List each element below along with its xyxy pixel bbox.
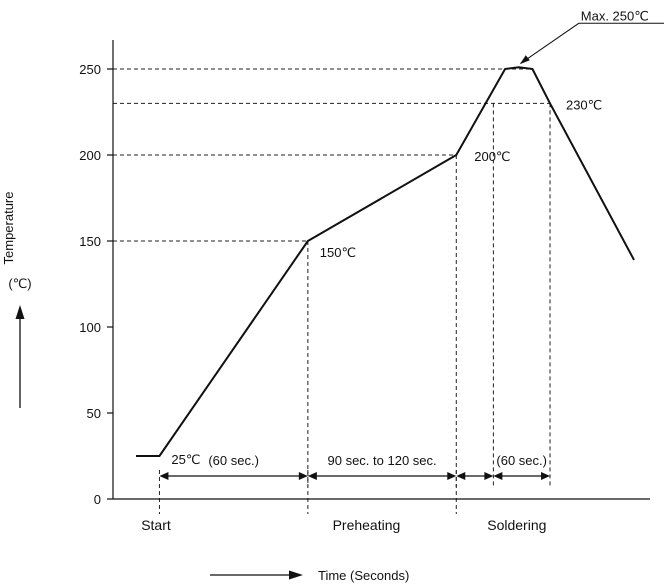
phase-label: Start [141,517,171,533]
x-axis-label: Time (Seconds) [318,568,409,583]
phase-label: Soldering [487,517,546,533]
right-arrow-icon [210,570,303,580]
y-tick-label: 200 [79,148,101,163]
phase-labels: Start Preheating Soldering [141,517,546,533]
arrowhead-left-icon [307,472,317,480]
y-tick-label: 150 [79,234,101,249]
interval-label: (60 sec.) [496,453,547,468]
y-tick-label: 250 [79,62,101,77]
max-leader-line [520,22,664,64]
phase-label: Preheating [333,517,401,533]
y-tick-label: 100 [79,320,101,335]
profile-line [136,66,635,457]
y-axis-label: Temperature [1,192,16,265]
arrowhead-left-icon [456,472,466,480]
x-axis-title: Time (Seconds) [210,568,409,583]
up-arrow-icon [15,305,25,408]
arrowhead-left-icon [493,472,503,480]
y-axis-title: Temperature (℃) [1,192,32,408]
interval-label: (60 sec.) [208,453,259,468]
point-label: 230℃ [566,97,602,112]
arrowhead-right-icon [447,472,457,480]
point-label: 150℃ [320,245,356,260]
axes [112,40,650,500]
arrowhead-right-icon [298,472,308,480]
arrowhead-left-icon [159,472,169,480]
point-label: Max. 250℃ [581,8,649,23]
interval-arrows: (60 sec.) 90 sec. to 120 sec. (60 sec.) [159,453,551,480]
leader-arrowhead-icon [519,55,530,65]
point-label: 200℃ [474,149,510,164]
arrowhead-right-icon [541,472,551,480]
y-axis-unit: (℃) [8,276,31,291]
y-tick-label: 0 [94,492,101,507]
guide-lines [113,68,551,514]
point-labels: 25℃ 150℃ 200℃ 230℃ Max. 250℃ [171,8,664,467]
series [136,66,635,457]
arrowhead-right-icon [484,472,494,480]
y-ticks: 0 50 100 150 200 250 [79,62,113,507]
interval-label: 90 sec. to 120 sec. [328,453,437,468]
point-label: 25℃ [171,452,200,467]
y-tick-label: 50 [87,406,101,421]
